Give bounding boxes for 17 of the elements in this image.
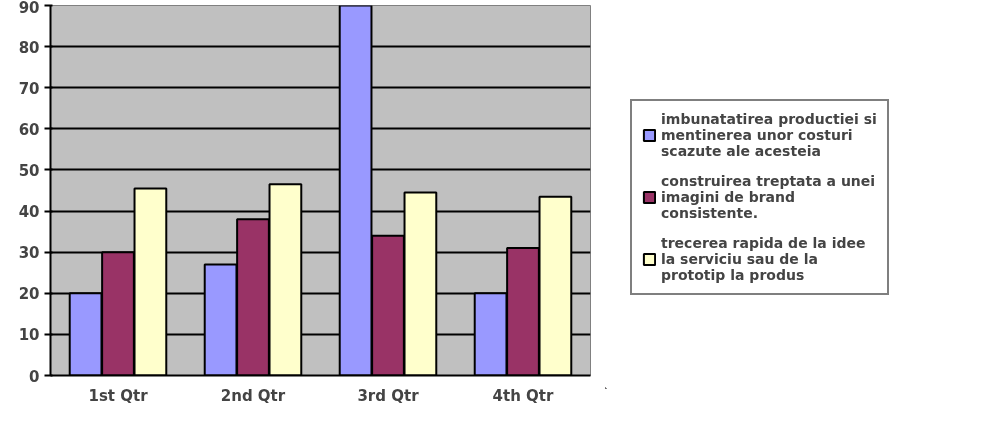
x-tick-label: 4th Qtr xyxy=(492,386,555,405)
y-tick-label: 90 xyxy=(18,0,40,17)
y-tick-label: 30 xyxy=(18,244,40,263)
y-tick-label: 40 xyxy=(18,203,40,222)
legend-label: trecerea rapida de la idee la serviciu sau de la prototip la produs xyxy=(661,234,866,283)
y-tick-label: 0 xyxy=(29,367,40,386)
y-tick-label: 60 xyxy=(18,120,40,139)
y-tick-label: 10 xyxy=(18,326,40,345)
y-tick-label: 80 xyxy=(18,38,40,57)
y-tick-label: 20 xyxy=(18,285,40,304)
y-tick-label: 50 xyxy=(18,161,40,180)
legend-label: construirea treptata a unei imagini de brand consistente. xyxy=(661,172,876,221)
legend-label: imbunatatirea productiei si mentinerea unor costuri scazute ale acesteia xyxy=(661,110,877,159)
x-tick-label: 3rd Qtr xyxy=(357,386,420,405)
x-tick-label: 2nd Qtr xyxy=(220,386,286,405)
y-tick-label: 70 xyxy=(18,79,40,98)
x-tick-label: 1st Qtr xyxy=(88,386,149,405)
